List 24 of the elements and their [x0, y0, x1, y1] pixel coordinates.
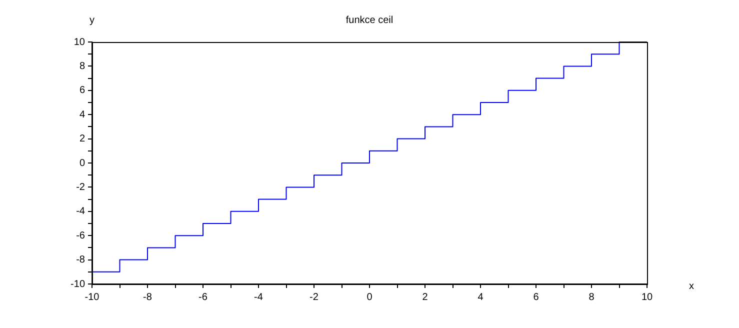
x-tick-label: -2	[310, 292, 319, 303]
y-tick-label: -8	[76, 254, 86, 266]
chart-title: funkce ceil	[346, 14, 394, 26]
x-tick-label: 8	[588, 292, 595, 303]
x-axis-title: x	[689, 280, 694, 292]
x-tick-label: -8	[143, 292, 152, 303]
y-axis-title: y	[90, 14, 94, 26]
x-tick-label: 0	[366, 292, 373, 303]
y-tick-label: 8	[79, 60, 86, 72]
x-tick-label: 10	[641, 292, 653, 303]
y-tick-label: 4	[79, 109, 86, 120]
y-tick-label: 6	[79, 85, 86, 96]
x-tick-label: 4	[478, 292, 484, 303]
y-tick-label: 0	[79, 158, 86, 169]
x-tick-label: 2	[422, 292, 428, 303]
y-tick-label: -6	[76, 230, 86, 242]
y-tick-label: -10	[70, 278, 86, 290]
x-tick-label: -6	[198, 292, 208, 303]
x-tick-label: 6	[533, 292, 540, 303]
y-tick-label: 10	[74, 36, 86, 48]
y-tick-label: -2	[76, 182, 86, 193]
y-tick-label: -4	[76, 206, 86, 218]
x-tick-label: -4	[254, 292, 264, 303]
y-tick-label: 2	[79, 134, 86, 145]
